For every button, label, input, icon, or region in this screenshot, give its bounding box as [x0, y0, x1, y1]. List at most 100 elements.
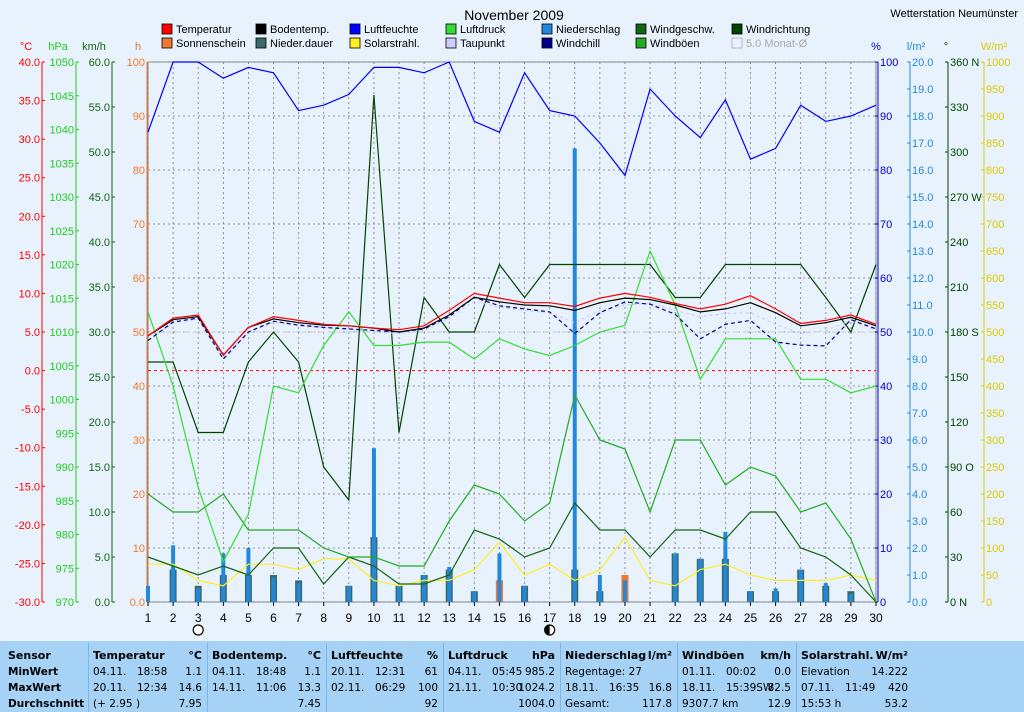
axis-tick-label: 200	[986, 489, 1004, 501]
bar-niederschlag	[422, 575, 427, 602]
axis-tick-label: 980	[56, 530, 74, 542]
x-tick-label: 30	[869, 611, 883, 625]
legend-label: Windrichtung	[746, 24, 810, 36]
axis-tick-label: 35.0	[89, 282, 110, 294]
axis-tick-label: 7.0	[912, 408, 927, 420]
bar-niederschlag	[397, 585, 402, 602]
bar-niederschlag	[171, 545, 176, 602]
legend-label: Solarstrahl.	[364, 38, 420, 50]
axis-tick-label: 1000	[986, 57, 1010, 69]
stats-value: 420	[887, 682, 908, 694]
full-moon-icon	[192, 624, 204, 636]
axis-tick-label: 1030	[50, 192, 74, 204]
x-tick-label: 23	[694, 611, 708, 625]
axis-tick-label: 500	[986, 327, 1004, 339]
stats-panel-title: Solarstrahl.	[801, 649, 874, 662]
stats-sensor-title: Sensor	[8, 649, 51, 662]
axis-tick-label: 1000	[50, 395, 74, 407]
axis-tick-label: 985	[56, 496, 74, 508]
series-line-windrichtung	[148, 94, 877, 502]
x-tick-label: 13	[443, 611, 457, 625]
axis-tick-label: 10	[880, 543, 892, 555]
stats-panel-4: Luftdruck hPa 04.11. 05:45 985.2 21.11. 10:30 1…	[443, 643, 561, 712]
legend-label: 5.0 Monat-Ø	[746, 38, 808, 50]
stats-cell: 04.11.	[212, 666, 246, 678]
stats-panel-unit: km/h	[760, 649, 791, 662]
axis-tick-label: 40	[133, 381, 145, 393]
axis-tick-label: 30	[880, 435, 892, 447]
stats-panel-title: Niederschlag	[565, 649, 647, 662]
bar-niederschlag	[673, 553, 678, 602]
axis-unit-label: l/m²	[907, 41, 926, 53]
axis-tick-label: 30	[133, 435, 145, 447]
axis-tick-label: 180 S	[950, 327, 979, 339]
x-tick-label: 28	[819, 611, 833, 625]
stats-row: 04.11. 18:58 1.1	[93, 666, 204, 680]
axis-tick-label: 5.0	[25, 327, 40, 339]
x-tick-label: 7	[295, 611, 302, 625]
legend-swatch	[445, 23, 457, 35]
axis-tick-label: 1015	[50, 293, 74, 305]
bar-niederschlag	[296, 583, 301, 602]
axis-tick-label: 270 W	[950, 192, 982, 204]
stats-cell: 14.11.	[212, 682, 246, 694]
stats-row: 01.11. 00:02 0.0	[682, 666, 793, 680]
stats-value: 1.1	[304, 666, 321, 678]
axis-tick-label: 0 N	[950, 597, 967, 609]
stats-panel-unit: hPa	[531, 649, 555, 662]
axis-tick-label: 19.0	[912, 84, 933, 96]
bar-niederschlag	[146, 585, 150, 602]
axis-tick-label: 50.0	[89, 147, 110, 159]
axis-tick-label: 90 O	[950, 462, 974, 474]
legend-swatch	[349, 23, 361, 35]
stats-value: 53.2	[884, 698, 908, 710]
axis-tick-label: 30.0	[19, 134, 40, 146]
axis-tick-label: 20.0	[19, 211, 40, 223]
stats-panel-unit: l/m²	[647, 649, 672, 662]
axis-tick-label: 12.0	[912, 273, 933, 285]
stats-min-label: MinWert	[8, 666, 59, 678]
stats-value: 7.95	[178, 698, 202, 710]
axis-tick-label: 15.0	[89, 462, 110, 474]
axis-tick-label: 700	[986, 219, 1004, 231]
axis-tick-label: 15.0	[19, 250, 40, 262]
x-tick-label: 2	[170, 611, 177, 625]
stats-cell: 20.11.	[93, 682, 127, 694]
axis-tick-label: -10.0	[15, 443, 40, 455]
stats-panel-unit: W/m²	[875, 649, 908, 662]
stats-cell: 05:45	[492, 666, 523, 678]
legend-swatch	[161, 37, 173, 49]
stats-panel-3: Luftfeuchte% 20.11. 12:31 61 02.11. 06:29 100 9…	[326, 643, 444, 712]
legend: Temperatur Bodentemp. Luftfeuchte Luftdruck…	[161, 23, 810, 50]
legend-swatch	[541, 23, 553, 35]
axis-tick-label: 1020	[50, 260, 74, 272]
stats-panel-5: Niederschlag l/m² Regentage: 27 18.11. 16:35…	[560, 643, 678, 712]
axis-tick-label: 0.0	[130, 597, 145, 609]
legend-swatch	[635, 23, 647, 35]
legend-swatch	[731, 23, 743, 35]
bar-niederschlag	[823, 583, 828, 602]
stats-row: 14.11. 11:06 13.3	[212, 682, 323, 696]
axis-unit-label: %	[871, 41, 881, 53]
x-tick-label: 9	[345, 611, 352, 625]
x-tick-label: 26	[769, 611, 783, 625]
axis-tick-label: -25.0	[15, 558, 40, 570]
stats-row: (+ 2.95 ) 7.95	[93, 698, 204, 712]
axis-tick-label: 650	[986, 246, 1004, 258]
x-tick-label: 20	[618, 611, 632, 625]
bar-niederschlag	[447, 566, 452, 602]
x-tick-label: 19	[593, 611, 607, 625]
station-name: Wetterstation Neumünster	[890, 8, 1018, 20]
axis-tick-label: 1040	[50, 125, 74, 137]
lines	[147, 61, 877, 603]
series-line-bodentemp	[147, 296, 877, 357]
axis-tick-label: -15.0	[15, 481, 40, 493]
legend-swatch	[255, 23, 267, 35]
bar-niederschlag	[723, 531, 728, 602]
stats-value: 1.1	[185, 666, 202, 678]
stats-cell: 02.11.	[331, 682, 365, 694]
axis-tick-label: 450	[986, 354, 1004, 366]
stats-row: 92	[331, 698, 440, 712]
weather-chart: November 2009 Wetterstation Neumünster T…	[14, 7, 1019, 636]
legend-swatch	[541, 37, 553, 49]
